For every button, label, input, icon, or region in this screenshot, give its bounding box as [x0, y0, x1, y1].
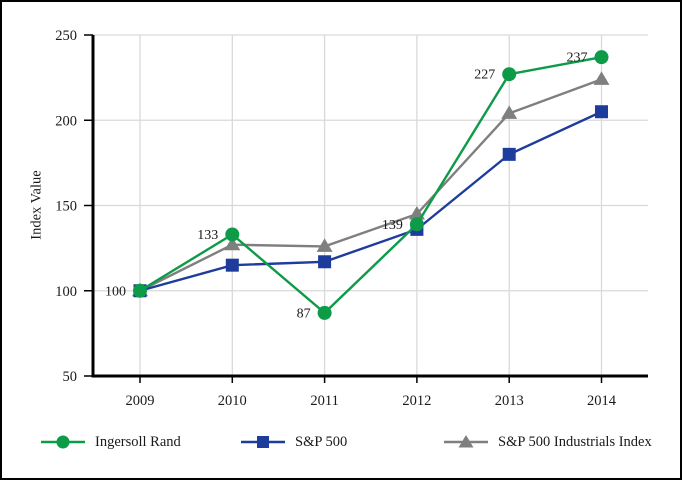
x-tick-label: 2014: [587, 393, 617, 409]
legend-marker-triangle-icon: [444, 435, 488, 448]
data-point-label: 139: [382, 218, 403, 233]
x-tick-label: 2013: [495, 393, 524, 409]
y-tick-label: 100: [55, 284, 77, 300]
data-point-marker-triangle: [501, 105, 518, 119]
triangle-marker-icon: [458, 435, 474, 448]
data-point-marker-square: [318, 255, 332, 269]
data-point-marker-circle: [502, 67, 517, 82]
series-line-1: [139, 110, 603, 292]
y-tick-label: 250: [55, 28, 77, 44]
legend-label: Ingersoll Rand: [95, 433, 181, 450]
circle-marker-icon: [56, 435, 70, 449]
series-line-0: [139, 55, 602, 315]
x-tick-label: 2010: [218, 393, 247, 409]
legend-item-ingersoll-rand: Ingersoll Rand: [40, 433, 181, 451]
legend-label: S&P 500: [295, 433, 348, 450]
data-point-marker-square: [502, 147, 516, 161]
data-point-label: 237: [567, 51, 588, 66]
legend-marker-square-icon: [241, 436, 285, 448]
x-tick-label: 2009: [126, 393, 155, 409]
data-point-marker-circle: [133, 283, 147, 298]
data-point-marker-triangle: [224, 236, 241, 251]
x-tick-label: 2011: [310, 393, 338, 409]
data-point-label: 227: [474, 68, 495, 83]
data-point-marker-circle: [409, 217, 424, 232]
data-point-marker-circle: [317, 305, 332, 320]
legend-label: S&P 500 Industrials Index: [498, 433, 652, 450]
legend-item-sp500-industrials: S&P 500 Industrials Index: [443, 433, 652, 451]
data-point-marker-circle: [225, 227, 240, 242]
y-tick-label: 50: [63, 369, 78, 385]
legend: Ingersoll Rand S&P 500 S&P 500 Industria…: [0, 433, 682, 451]
legend-marker-circle-icon: [41, 435, 85, 449]
square-marker-icon: [257, 436, 269, 448]
y-tick-label: 150: [55, 199, 77, 215]
data-point-label: 100: [105, 284, 126, 299]
data-point-marker-square: [225, 258, 239, 272]
data-point-label: 87: [297, 306, 311, 321]
data-point-marker-triangle: [593, 71, 610, 85]
data-point-label: 133: [197, 228, 218, 243]
series-line-2: [139, 78, 602, 292]
data-point-marker-circle: [594, 50, 609, 65]
y-axis-title: Index Value: [28, 170, 45, 240]
data-point-marker-square: [595, 105, 608, 119]
legend-item-sp500: S&P 500: [240, 433, 347, 451]
y-tick-label: 200: [55, 113, 77, 129]
data-point-marker-triangle: [316, 238, 333, 252]
x-tick-label: 2012: [402, 393, 431, 409]
